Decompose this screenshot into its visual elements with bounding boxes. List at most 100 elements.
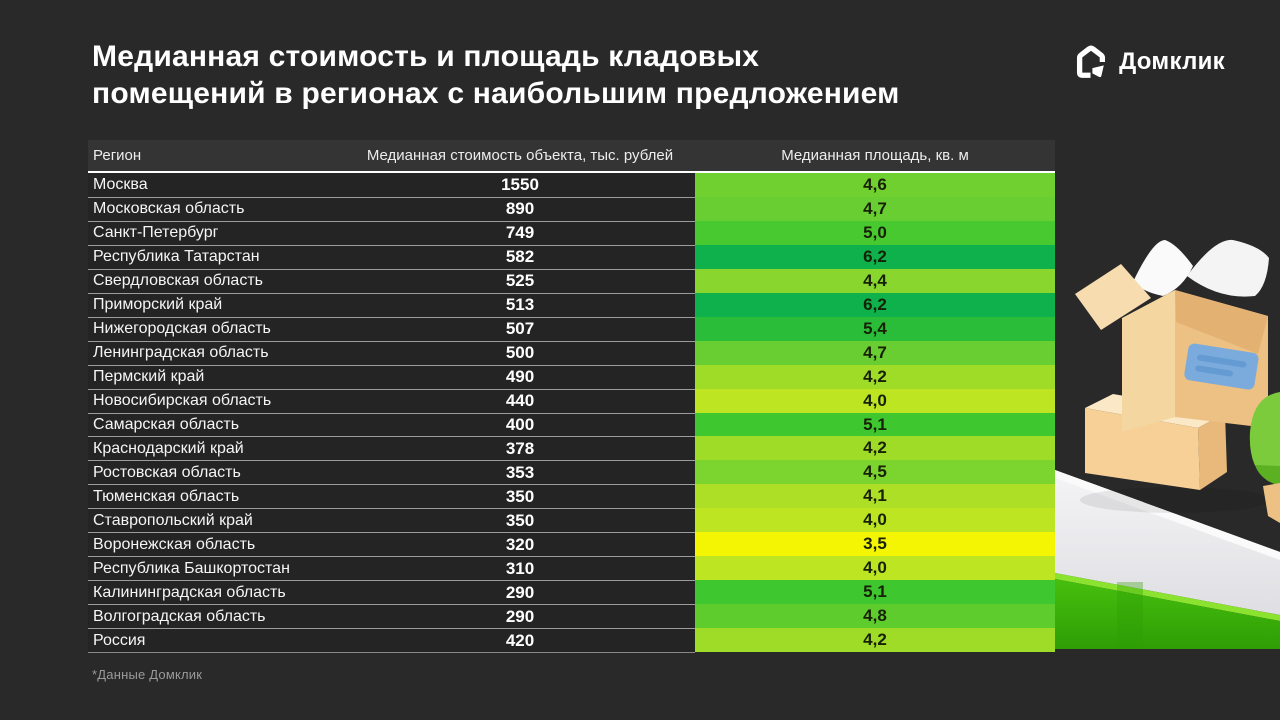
domclick-logo: Домклик <box>1072 44 1225 80</box>
median-cost-cell: 1550 <box>345 173 695 197</box>
pillow-icon <box>1187 239 1269 297</box>
open-box-left-face <box>1122 290 1175 432</box>
median-cost-cell: 400 <box>345 412 695 437</box>
median-cost-cell: 350 <box>345 484 695 509</box>
table-row: Приморский край 513 6,2 <box>88 292 1055 317</box>
shelf-lime-edge <box>1055 573 1280 621</box>
table-bottom-divider <box>88 652 695 653</box>
median-area-cell: 5,4 <box>695 316 1055 341</box>
table-row: Новосибирская область 440 4,0 <box>88 388 1055 413</box>
region-cell: Калининградская область <box>88 580 345 605</box>
storage-boxes-illustration <box>1055 239 1280 649</box>
page-title-line-2: помещений в регионах с наибольшим предло… <box>92 77 900 110</box>
table-row: Пермский край 490 4,2 <box>88 364 1055 389</box>
data-source-note: *Данные Домклик <box>92 667 203 682</box>
median-area-cell: 4,4 <box>695 268 1055 293</box>
region-cell: Ленинградская область <box>88 340 345 365</box>
region-cell: Пермский край <box>88 364 345 389</box>
table-row: Калининградская область 290 5,1 <box>88 580 1055 605</box>
box-shadow <box>1080 487 1270 513</box>
median-cost-cell: 490 <box>345 364 695 389</box>
table-body: Москва 1550 4,6 Московская область 890 4… <box>88 173 1055 653</box>
shipping-label <box>1184 343 1259 390</box>
region-cell: Приморский край <box>88 292 345 317</box>
header-median-area: Медианная площадь, кв. м <box>781 147 969 164</box>
region-cell: Свердловская область <box>88 268 345 293</box>
shelf-front <box>1055 470 1280 615</box>
region-cell: Нижегородская область <box>88 316 345 341</box>
median-area-cell: 4,0 <box>695 508 1055 533</box>
region-cell: Новосибирская область <box>88 388 345 413</box>
page-title-line-1: Медианная стоимость и площадь кладовых <box>92 40 760 73</box>
header-median-cost: Медианная стоимость объекта, тыс. рублей <box>366 147 674 164</box>
table-row: Ленинградская область 500 4,7 <box>88 340 1055 365</box>
median-area-cell: 4,1 <box>695 484 1055 509</box>
table-row: Московская область 890 4,7 <box>88 196 1055 221</box>
page-title: Медианная стоимость и площадь кладовых п… <box>92 38 900 112</box>
region-cell: Воронежская область <box>88 532 345 557</box>
region-cell: Волгоградская область <box>88 604 345 629</box>
median-cost-cell: 440 <box>345 388 695 413</box>
closed-box <box>1085 394 1227 490</box>
median-area-cell: 4,2 <box>695 436 1055 461</box>
table-row: Волгоградская область 290 4,8 <box>88 604 1055 629</box>
median-cost-cell: 320 <box>345 532 695 557</box>
table-row: Нижегородская область 507 5,4 <box>88 316 1055 341</box>
median-area-cell: 5,0 <box>695 220 1055 245</box>
shelf-top-highlight <box>1055 470 1280 560</box>
table-row: Самарская область 400 5,1 <box>88 412 1055 437</box>
region-cell: Ростовская область <box>88 460 345 485</box>
regions-table: Регион Медианная стоимость объекта, тыс.… <box>88 140 1055 653</box>
median-cost-cell: 500 <box>345 340 695 365</box>
region-cell: Россия <box>88 628 345 653</box>
region-cell: Москва <box>88 173 345 197</box>
median-area-cell: 4,7 <box>695 340 1055 365</box>
region-cell: Республика Башкортостан <box>88 556 345 581</box>
median-cost-cell: 290 <box>345 604 695 629</box>
green-base-shade <box>1117 582 1143 649</box>
region-cell: Самарская область <box>88 412 345 437</box>
median-cost-cell: 525 <box>345 268 695 293</box>
open-box <box>1075 239 1269 432</box>
median-area-cell: 4,2 <box>695 364 1055 389</box>
table-row: Краснодарский край 378 4,2 <box>88 436 1055 461</box>
median-cost-cell: 890 <box>345 196 695 221</box>
table-row: Россия 420 4,2 <box>88 628 1055 653</box>
median-cost-cell: 350 <box>345 508 695 533</box>
median-area-cell: 4,8 <box>695 604 1055 629</box>
median-cost-cell: 290 <box>345 580 695 605</box>
median-cost-cell: 513 <box>345 292 695 317</box>
table-row: Ставропольский край 350 4,0 <box>88 508 1055 533</box>
region-cell: Ставропольский край <box>88 508 345 533</box>
table-header-row: Регион Медианная стоимость объекта, тыс.… <box>88 140 1055 173</box>
median-area-cell: 5,1 <box>695 412 1055 437</box>
table-row: Санкт-Петербург 749 5,0 <box>88 220 1055 245</box>
median-cost-cell: 310 <box>345 556 695 581</box>
header-region: Регион <box>93 147 142 164</box>
median-cost-cell: 353 <box>345 460 695 485</box>
median-cost-cell: 582 <box>345 244 695 269</box>
region-cell: Краснодарский край <box>88 436 345 461</box>
box-flap <box>1175 290 1268 354</box>
green-object <box>1249 392 1280 523</box>
pillow-icon <box>1133 240 1193 296</box>
table-row: Тюменская область 350 4,1 <box>88 484 1055 509</box>
table-row: Ростовская область 353 4,5 <box>88 460 1055 485</box>
domclick-logo-text: Домклик <box>1119 48 1225 75</box>
table-row: Воронежская область 320 3,5 <box>88 532 1055 557</box>
region-cell: Тюменская область <box>88 484 345 509</box>
median-cost-cell: 749 <box>345 220 695 245</box>
median-area-cell: 4,5 <box>695 460 1055 485</box>
median-area-cell: 4,0 <box>695 556 1055 581</box>
table-row: Республика Татарстан 582 6,2 <box>88 244 1055 269</box>
region-cell: Республика Татарстан <box>88 244 345 269</box>
median-area-cell: 5,1 <box>695 580 1055 605</box>
median-area-cell: 4,6 <box>695 173 1055 197</box>
median-area-cell: 4,7 <box>695 196 1055 221</box>
median-cost-cell: 420 <box>345 628 695 653</box>
region-cell: Санкт-Петербург <box>88 220 345 245</box>
median-area-cell: 4,0 <box>695 388 1055 413</box>
table-row: Москва 1550 4,6 <box>88 173 1055 197</box>
box-flap <box>1075 264 1151 330</box>
region-cell: Московская область <box>88 196 345 221</box>
